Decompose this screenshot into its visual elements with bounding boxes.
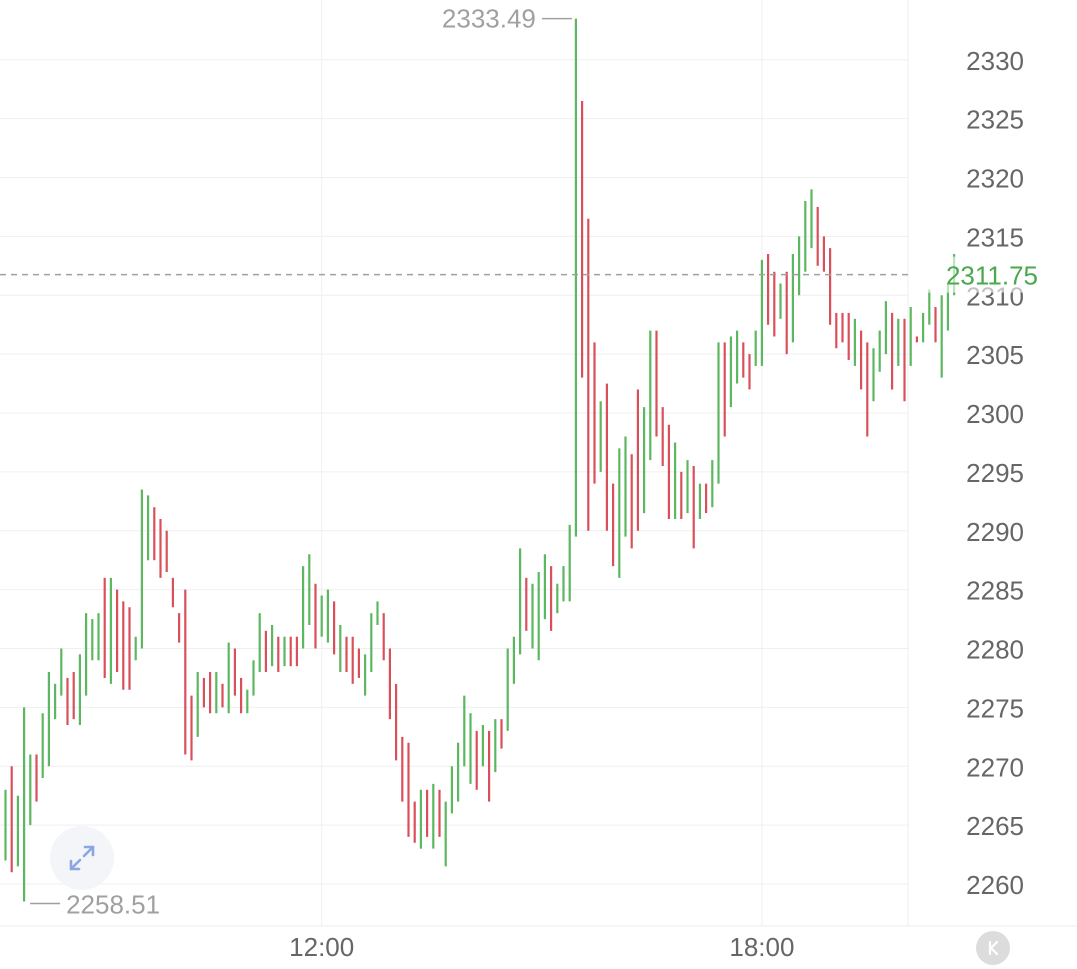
- y-tick-label: 2305: [966, 340, 1024, 370]
- y-tick-label: 2265: [966, 811, 1024, 841]
- min-price-label: 2258.51: [66, 890, 160, 920]
- expand-button[interactable]: [50, 826, 114, 890]
- k-line-toggle-button[interactable]: [976, 931, 1010, 965]
- last-price-label-bg: [910, 256, 1077, 293]
- y-tick-label: 2270: [966, 752, 1024, 782]
- y-tick-label: 2280: [966, 635, 1024, 665]
- y-tick-label: 2275: [966, 693, 1024, 723]
- last-price-label: 2311.75: [946, 261, 1038, 291]
- x-tick-label: 18:00: [729, 932, 794, 962]
- max-price-label: 2333.49: [442, 4, 536, 34]
- y-tick-label: 2315: [966, 222, 1024, 252]
- k-line-toggle-icon: [988, 940, 999, 956]
- y-tick-label: 2330: [966, 46, 1024, 76]
- y-tick-label: 2285: [966, 576, 1024, 606]
- y-tick-label: 2260: [966, 870, 1024, 900]
- x-tick-label: 12:00: [289, 932, 354, 962]
- y-tick-label: 2325: [966, 105, 1024, 135]
- y-tick-label: 2300: [966, 399, 1024, 429]
- y-tick-label: 2290: [966, 517, 1024, 547]
- y-tick-label: 2320: [966, 164, 1024, 194]
- y-tick-label: 2295: [966, 458, 1024, 488]
- expand-arrows-icon: [69, 845, 95, 871]
